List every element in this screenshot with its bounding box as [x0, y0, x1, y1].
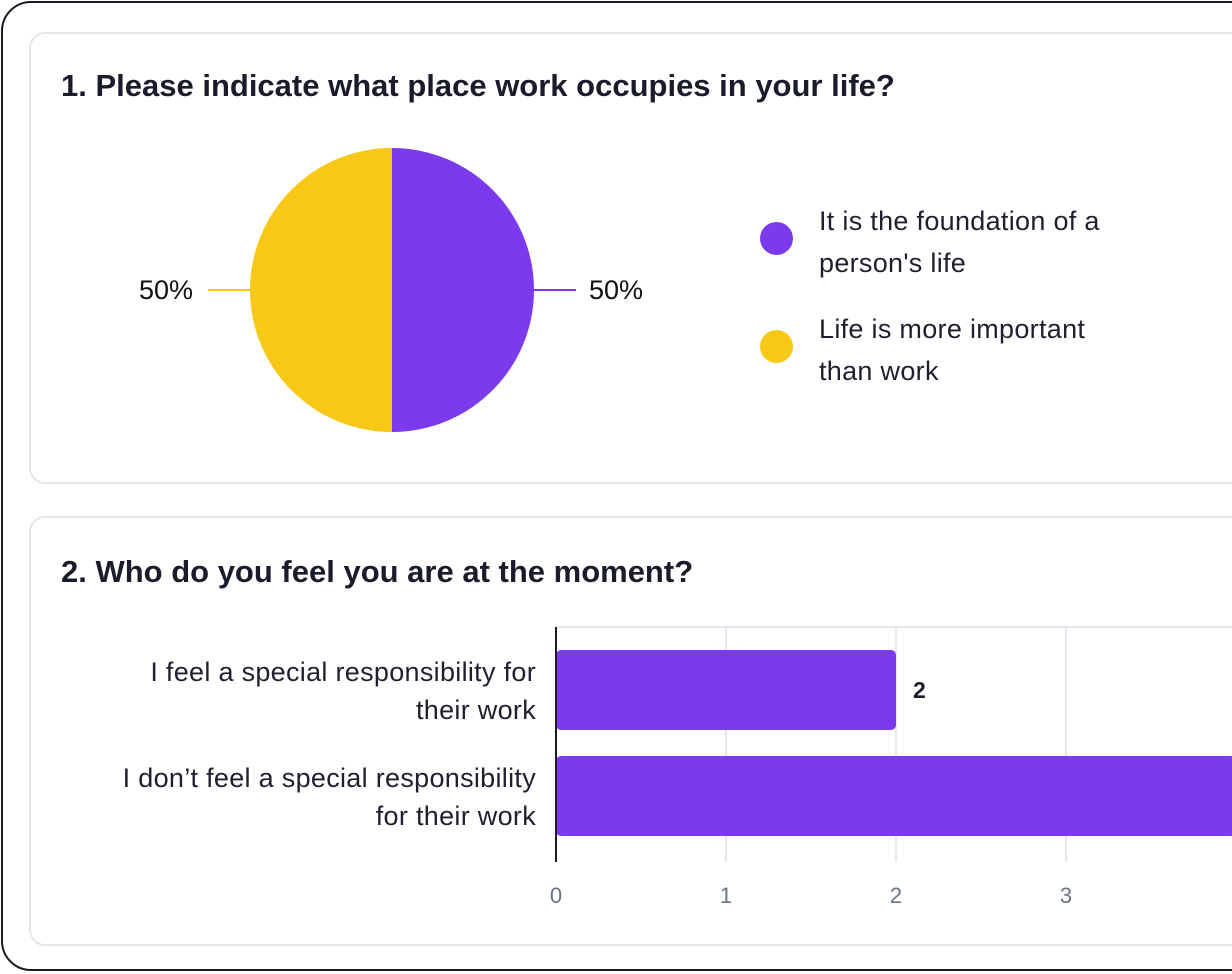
bar-category-label: I don’t feel a special responsibility fo… [122, 763, 536, 831]
pie-slice [392, 148, 534, 432]
question-1-title: 1. Please indicate what place work occup… [61, 68, 895, 103]
pie-slice [250, 148, 392, 432]
question-card-2 [29, 516, 1232, 946]
pie-slice-label: 50% [589, 275, 643, 305]
bar-chart: 0 1 2 3 2 [550, 626, 1232, 908]
bar [556, 650, 896, 730]
x-tick-label: 0 [550, 883, 562, 908]
x-tick-label: 2 [890, 883, 902, 908]
x-tick-label: 3 [1060, 883, 1072, 908]
legend-label: It is the foundation of a person's life [819, 206, 1100, 278]
question-card-1 [29, 32, 1232, 484]
bar-category-label: I feel a special responsibility for thei… [150, 657, 536, 725]
legend-swatch-purple [760, 222, 793, 255]
bar-value-label: 2 [913, 677, 926, 703]
x-tick-label: 1 [720, 883, 732, 908]
pie-slice-label: 50% [139, 275, 193, 305]
legend-label: Life is more important than work [819, 314, 1086, 386]
pie-chart: 50% 50% [139, 148, 643, 432]
bar [556, 756, 1232, 836]
question-2-title: 2. Who do you feel you are at the moment… [61, 554, 694, 589]
legend-swatch-yellow [760, 330, 793, 363]
